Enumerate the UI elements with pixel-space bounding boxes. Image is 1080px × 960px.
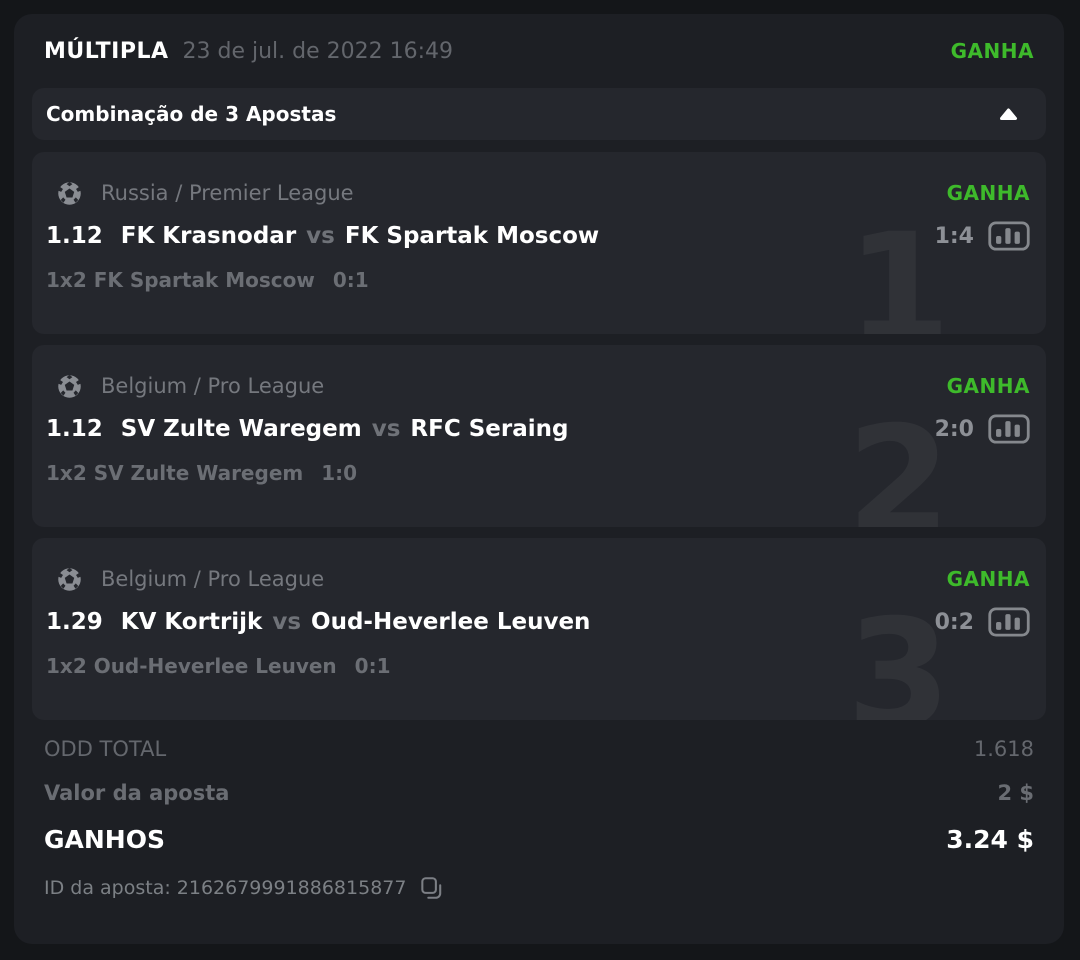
bar-chart-icon xyxy=(988,221,1030,251)
away-team: RFC Seraing xyxy=(410,416,569,442)
league-row: Belgium / Pro League GANHA xyxy=(46,371,1030,401)
copy-icon xyxy=(421,877,442,899)
league-row: Russia / Premier League GANHA xyxy=(46,178,1030,208)
stake-label: Valor da aposta xyxy=(44,781,230,805)
match-row: 1.12 SV Zulte Waregem vs RFC Seraing 2:0 xyxy=(46,414,1030,444)
bet-card: 2 Belgium / Pro League GANHA 1.12 SV Zul… xyxy=(32,345,1046,527)
bet-card: 3 Belgium / Pro League GANHA 1.29 KV Kor… xyxy=(32,538,1046,720)
odds-value: 1.12 xyxy=(46,416,103,442)
market-pick: 1x2 Oud-Heverlee Leuven xyxy=(46,654,337,678)
bar-chart-icon xyxy=(988,414,1030,444)
bet-id-row: ID da aposta: 2162679991886815877 xyxy=(32,874,1046,902)
home-team: KV Kortrijk xyxy=(120,609,263,635)
bet-number-watermark: 1 xyxy=(846,202,951,334)
stats-button[interactable] xyxy=(988,606,1030,638)
combination-label: Combinação de 3 Apostas xyxy=(46,102,337,126)
pick-score: 1:0 xyxy=(321,461,358,485)
odds-value: 1.29 xyxy=(46,609,103,635)
odd-total-row: ODD TOTAL 1.618 xyxy=(32,737,1046,761)
bet-status-badge: GANHA xyxy=(946,567,1030,591)
vs-separator: vs xyxy=(272,609,302,635)
odd-total-label: ODD TOTAL xyxy=(44,737,167,761)
vs-separator: vs xyxy=(306,223,335,249)
soccer-ball-icon xyxy=(58,181,81,205)
market-pick: 1x2 SV Zulte Waregem xyxy=(46,461,304,485)
match-title: 1.12 FK Krasnodar vs FK Spartak Moscow xyxy=(46,223,599,249)
bet-type-title: MÚLTIPLA xyxy=(44,38,169,64)
league-row: Belgium / Pro League GANHA xyxy=(46,564,1030,594)
away-team: Oud-Heverlee Leuven xyxy=(311,609,591,635)
away-team: FK Spartak Moscow xyxy=(344,223,600,249)
stake-value: 2 $ xyxy=(997,781,1034,805)
combination-toggle[interactable]: Combinação de 3 Apostas xyxy=(32,88,1046,140)
bet-slip: MÚLTIPLA 23 de jul. de 2022 16:49 GANHA … xyxy=(14,14,1064,944)
bet-status-badge: GANHA xyxy=(946,374,1030,398)
bet-number-watermark: 2 xyxy=(846,395,951,527)
league-name: Belgium / Pro League xyxy=(101,567,325,591)
match-row: 1.12 FK Krasnodar vs FK Spartak Moscow 1… xyxy=(46,221,1030,251)
home-team: SV Zulte Waregem xyxy=(120,416,362,442)
market-row: 1x2 SV Zulte Waregem 1:0 xyxy=(46,461,1030,485)
odd-total-value: 1.618 xyxy=(973,737,1034,761)
bet-card: 1 Russia / Premier League GANHA 1.12 FK … xyxy=(32,152,1046,334)
bar-chart-icon xyxy=(988,607,1030,637)
winnings-label: GANHOS xyxy=(44,825,165,854)
bet-id-text: ID da aposta: 2162679991886815877 xyxy=(44,877,407,899)
match-row: 1.29 KV Kortrijk vs Oud-Heverlee Leuven … xyxy=(46,607,1030,637)
copy-id-button[interactable] xyxy=(418,874,444,902)
collapse-arrow-icon xyxy=(999,108,1018,121)
slip-status-badge: GANHA xyxy=(950,39,1034,63)
match-title: 1.12 SV Zulte Waregem vs RFC Seraing xyxy=(46,416,568,442)
final-score: 0:2 xyxy=(934,609,974,635)
bet-datetime: 23 de jul. de 2022 16:49 xyxy=(182,38,454,64)
bet-number-watermark: 3 xyxy=(846,588,951,720)
market-row: 1x2 Oud-Heverlee Leuven 0:1 xyxy=(46,654,1030,678)
winnings-row: GANHOS 3.24 $ xyxy=(32,825,1046,854)
final-score: 2:0 xyxy=(934,416,974,442)
bet-status-badge: GANHA xyxy=(946,181,1030,205)
market-row: 1x2 FK Spartak Moscow 0:1 xyxy=(46,268,1030,292)
soccer-ball-icon xyxy=(58,567,81,591)
stats-button[interactable] xyxy=(988,413,1030,445)
league-name: Belgium / Pro League xyxy=(101,374,325,398)
stats-button[interactable] xyxy=(988,220,1030,252)
slip-header: MÚLTIPLA 23 de jul. de 2022 16:49 GANHA xyxy=(32,36,1046,66)
vs-separator: vs xyxy=(371,416,401,442)
winnings-value: 3.24 $ xyxy=(946,825,1034,854)
pick-score: 0:1 xyxy=(332,268,369,292)
final-score: 1:4 xyxy=(934,223,974,249)
stake-row: Valor da aposta 2 $ xyxy=(32,781,1046,805)
soccer-ball-icon xyxy=(58,374,81,398)
pick-score: 0:1 xyxy=(354,654,391,678)
home-team: FK Krasnodar xyxy=(120,223,297,249)
market-pick: 1x2 FK Spartak Moscow xyxy=(46,268,315,292)
match-title: 1.29 KV Kortrijk vs Oud-Heverlee Leuven xyxy=(46,609,590,635)
odds-value: 1.12 xyxy=(46,223,103,249)
league-name: Russia / Premier League xyxy=(101,181,354,205)
